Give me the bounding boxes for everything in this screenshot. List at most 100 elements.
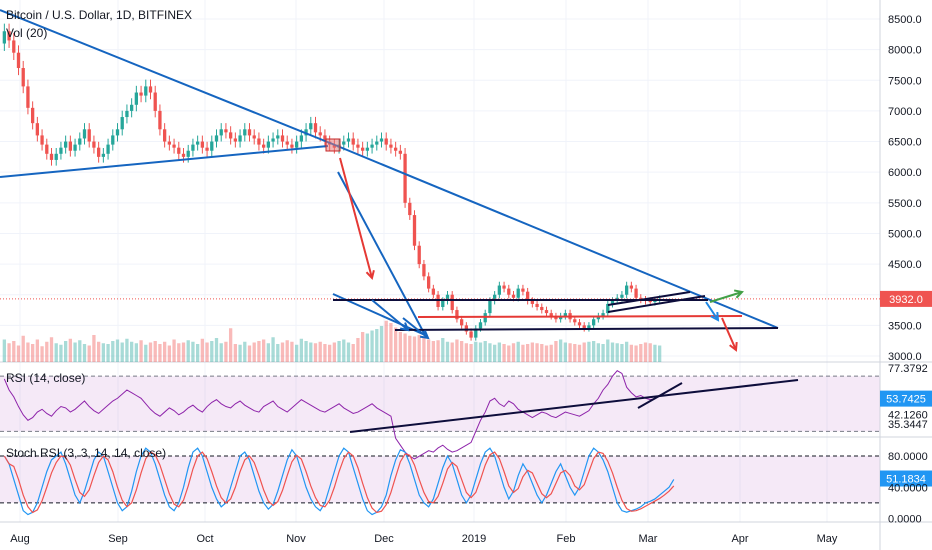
candle-body — [144, 86, 148, 96]
trendline-support — [0, 145, 329, 178]
volume-bar — [247, 345, 252, 362]
volume-bar — [219, 343, 223, 362]
candle-body — [417, 245, 421, 265]
candle-body — [276, 135, 280, 139]
candle-body — [573, 319, 577, 323]
candle-body — [35, 123, 40, 136]
candle-body — [271, 138, 275, 142]
volume-bar — [2, 339, 7, 362]
volume-bar — [436, 340, 440, 362]
candle-body — [153, 92, 157, 111]
volume-bar — [408, 335, 412, 362]
candle-body — [261, 144, 266, 148]
candle-body — [266, 141, 271, 148]
candle-body — [577, 322, 582, 326]
volume-bar — [82, 344, 87, 362]
candle-body — [610, 300, 615, 304]
stoch-k-line — [3, 447, 675, 516]
x-axis-label-apr: Apr — [731, 533, 748, 545]
candle-body — [21, 68, 25, 87]
candle-body — [210, 141, 214, 151]
volume-bar — [360, 332, 365, 362]
candle-body — [96, 147, 101, 157]
volume-bar — [313, 343, 318, 362]
arrow-down-2 — [371, 299, 409, 331]
candle-body — [370, 144, 374, 148]
volume-bar — [639, 344, 643, 362]
candle-body — [563, 313, 568, 317]
rsi-tick-label: 77.3792 — [888, 363, 928, 375]
volume-bar — [257, 341, 261, 362]
x-axis-label-oct: Oct — [196, 533, 213, 545]
volume-bar — [285, 340, 289, 362]
candle-body — [323, 135, 327, 142]
volume-bar — [304, 341, 308, 362]
candle-body — [544, 310, 549, 314]
volume-bar — [68, 338, 73, 362]
candle-body — [30, 107, 35, 124]
candle-body — [511, 294, 516, 298]
volume-bar — [591, 341, 596, 362]
volume-bar — [474, 341, 478, 362]
candle-body — [186, 150, 190, 157]
volume-bar — [389, 323, 393, 362]
volume-bar — [502, 344, 506, 362]
volume-bar — [620, 344, 624, 362]
volume-bar — [233, 344, 238, 362]
volume-bar — [148, 342, 153, 362]
stoch-tick-label: 80.0000 — [888, 451, 928, 463]
candle-body — [224, 129, 228, 133]
price-tick-label: 3500.0 — [888, 320, 922, 332]
volume-bar — [643, 342, 648, 362]
candle-body — [351, 138, 355, 145]
volume-bar — [441, 338, 445, 362]
candle-body — [49, 153, 54, 160]
volume-bar — [488, 343, 492, 362]
volume-bar — [657, 345, 662, 362]
candle-body — [620, 294, 624, 298]
stoch-rsi-label: Stoch RSI (3, 3, 14, 14, close) — [6, 446, 167, 460]
candle-body — [342, 141, 346, 145]
trendline-wedge-upper — [337, 171, 426, 336]
volume-bar — [516, 341, 520, 362]
volume-bar — [384, 320, 388, 362]
rsi-tick-label: 42.1260 — [888, 410, 928, 422]
arrow-down-3 — [402, 317, 429, 339]
volume-bar — [554, 341, 558, 362]
candle-body — [346, 138, 351, 142]
candle-body — [78, 138, 82, 145]
volume-bar — [469, 344, 473, 362]
candle-body — [606, 303, 610, 314]
volume-bar — [92, 335, 96, 362]
candle-body — [59, 147, 63, 154]
volume-bar — [294, 344, 299, 362]
candle-body — [101, 153, 106, 157]
rsi-tick-label: 35.3447 — [888, 419, 928, 431]
volume-bar — [158, 344, 162, 362]
rsi-line — [3, 370, 656, 460]
candle-body — [313, 123, 318, 133]
candle-body — [257, 138, 261, 145]
volume-bar — [587, 341, 591, 362]
candle-body — [219, 129, 223, 136]
candle-body — [450, 294, 454, 311]
candle-body — [558, 316, 563, 320]
candle-body — [516, 288, 520, 298]
candle-body — [7, 31, 11, 41]
volume-bar — [224, 341, 228, 362]
volume-bar — [431, 341, 436, 362]
candle-body — [521, 288, 525, 292]
price-tick-label: 8500.0 — [888, 14, 922, 26]
volume-bar — [73, 342, 77, 362]
candle-body — [82, 129, 87, 139]
price-tick-label: 6000.0 — [888, 167, 922, 179]
candle-body — [195, 141, 200, 145]
volume-bar — [478, 342, 483, 362]
volume-bar — [365, 333, 370, 362]
volume-bar — [101, 343, 106, 362]
volume-bar — [540, 344, 544, 362]
volume-bar — [16, 345, 21, 362]
volume-bar — [177, 343, 181, 362]
